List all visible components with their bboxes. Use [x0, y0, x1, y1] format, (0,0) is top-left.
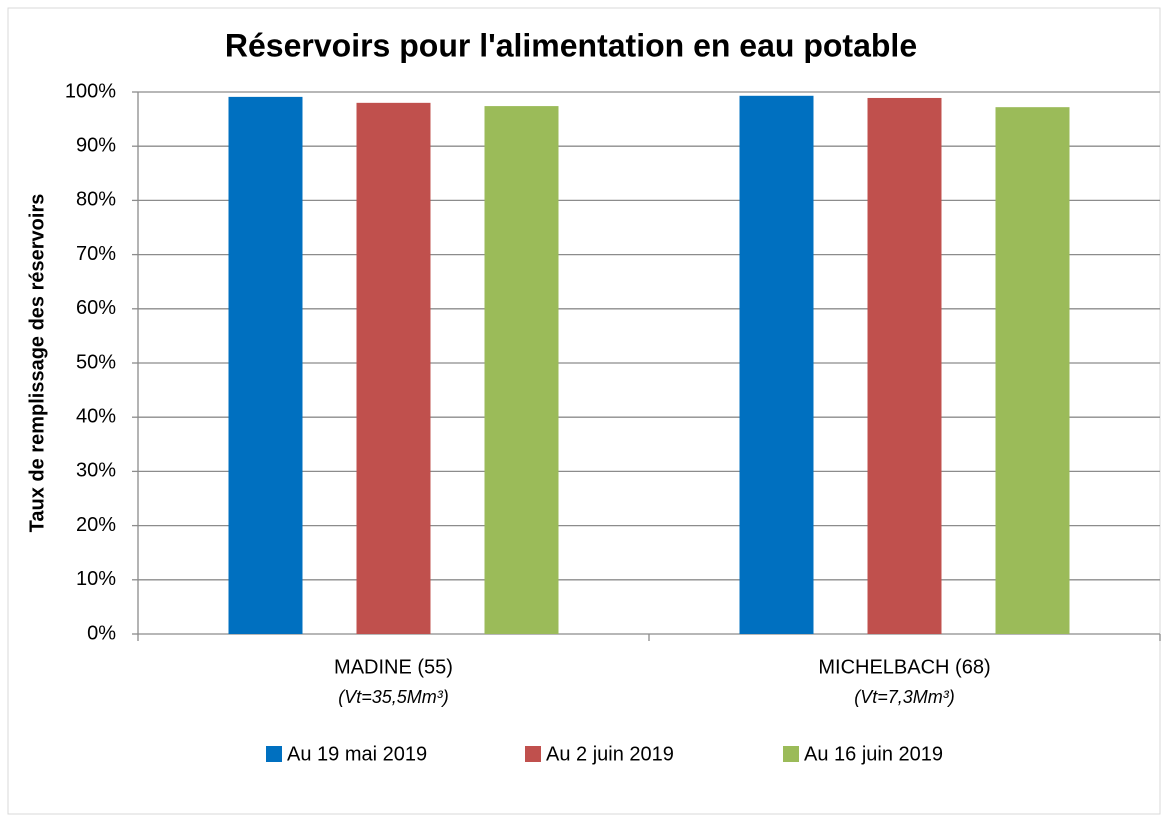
legend-swatch	[525, 746, 541, 762]
legend-swatch	[266, 746, 282, 762]
y-tick-label: 100%	[65, 80, 116, 102]
chart-border	[7, 7, 1161, 815]
y-tick-label: 10%	[76, 568, 116, 590]
bar	[356, 102, 431, 635]
y-tick-label: 50%	[76, 351, 116, 373]
y-axis-label: Taux de remplissage des réservoirs	[26, 194, 48, 533]
y-tick-label: 30%	[76, 460, 116, 482]
x-tick-note: (Vt=7,3Mm³)	[854, 687, 955, 707]
y-tick-label: 20%	[76, 514, 116, 536]
legend-label: Au 19 mai 2019	[287, 743, 427, 765]
x-tick-label: MICHELBACH (68)	[818, 656, 990, 678]
bar	[228, 96, 303, 635]
y-tick-label: 80%	[76, 189, 116, 211]
chart-title: Réservoirs pour l'alimentation en eau po…	[225, 27, 917, 63]
legend-label: Au 16 juin 2019	[804, 743, 943, 765]
bar	[867, 97, 942, 635]
bar	[739, 95, 814, 634]
y-tick-label: 60%	[76, 297, 116, 319]
x-tick-label: MADINE (55)	[334, 656, 453, 678]
y-tick-label: 0%	[87, 622, 116, 644]
bar	[995, 107, 1070, 634]
bar	[484, 106, 559, 635]
legend-swatch	[783, 746, 799, 762]
x-tick-note: (Vt=35,5Mm³)	[338, 687, 449, 707]
y-tick-label: 70%	[76, 243, 116, 265]
y-tick-label: 90%	[76, 134, 116, 156]
legend-label: Au 2 juin 2019	[546, 743, 674, 765]
y-tick-label: 40%	[76, 405, 116, 427]
